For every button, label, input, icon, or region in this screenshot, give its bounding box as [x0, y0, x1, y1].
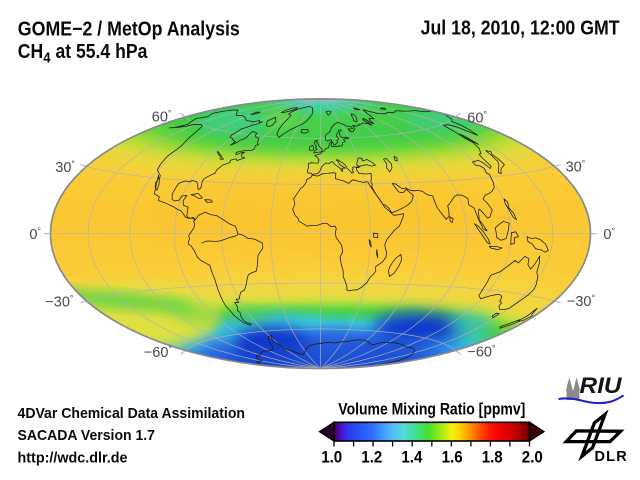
svg-text:−30°: −30° — [45, 294, 74, 311]
svg-text:CH4 at 55.4 hPa: CH4 at 55.4 hPa — [18, 40, 148, 66]
svg-text:2.0: 2.0 — [522, 449, 543, 467]
svg-text:GOME−2 / MetOp Analysis: GOME−2 / MetOp Analysis — [18, 19, 240, 41]
svg-text:30°: 30° — [566, 158, 586, 175]
svg-text:http://wdc.dlr.de: http://wdc.dlr.de — [18, 450, 128, 467]
svg-text:1.6: 1.6 — [442, 449, 463, 467]
svg-text:RIU: RIU — [580, 373, 623, 398]
svg-text:−60°: −60° — [467, 343, 496, 360]
svg-text:4DVar Chemical Data Assimilati: 4DVar Chemical Data Assimilation — [18, 405, 246, 422]
svg-text:30°: 30° — [55, 159, 75, 176]
svg-text:−60°: −60° — [144, 344, 173, 361]
svg-text:1.2: 1.2 — [361, 449, 382, 467]
svg-text:DLR: DLR — [595, 449, 628, 465]
svg-text:1.8: 1.8 — [482, 449, 503, 467]
svg-text:1.4: 1.4 — [401, 449, 423, 467]
svg-text:60°: 60° — [467, 109, 487, 126]
svg-text:−30°: −30° — [567, 293, 596, 310]
svg-text:60°: 60° — [152, 109, 172, 126]
svg-text:SACADA Version 1.7: SACADA Version 1.7 — [18, 427, 156, 444]
svg-text:1.0: 1.0 — [321, 449, 342, 467]
svg-text:Volume Mixing Ratio [ppmv]: Volume Mixing Ratio [ppmv] — [338, 400, 525, 418]
svg-text:Jul 18, 2010, 12:00 GMT: Jul 18, 2010, 12:00 GMT — [421, 18, 620, 40]
